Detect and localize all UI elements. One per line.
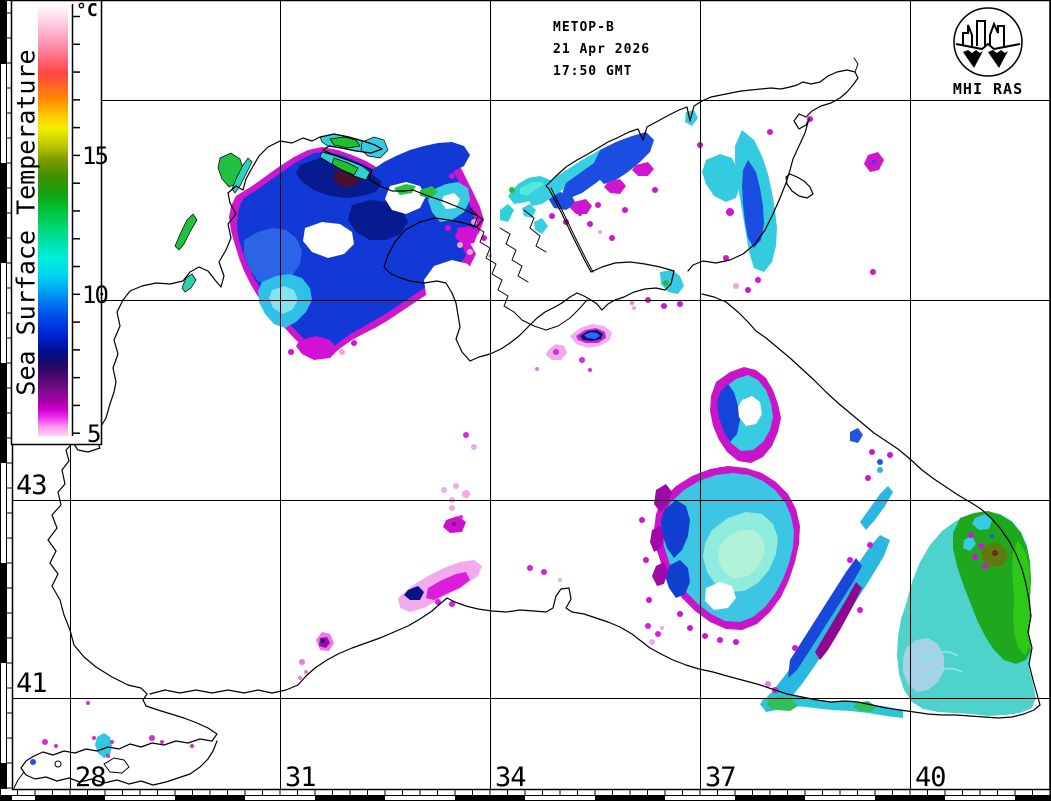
colorbar-tick-15: 15 <box>82 142 109 170</box>
sst-patch-center-main <box>639 466 800 645</box>
coastline-caucasus <box>701 293 1041 706</box>
colorbar-unit: °C <box>76 0 98 21</box>
colorbar-gradient <box>38 4 68 436</box>
coastline-arabat-spit <box>550 187 594 273</box>
colorbar-ticks <box>72 15 80 434</box>
lat-label-43: 43 <box>16 470 48 501</box>
sst-patch-coastal-band <box>762 693 903 718</box>
colorbar-tick-5: 5 <box>87 420 102 448</box>
lon-label-37: 37 <box>705 762 737 793</box>
lon-label-28: 28 <box>75 762 107 793</box>
lat-label-41: 41 <box>16 668 48 699</box>
annotation-date: 21 Apr 2026 <box>553 42 651 57</box>
annotation-satellite: METOP-B <box>553 20 615 35</box>
coastline-black-sea-west <box>47 133 675 707</box>
sst-patch-turkey-coast <box>298 432 771 687</box>
logo-letters <box>962 20 1005 46</box>
coastline-gallipoli <box>13 771 25 789</box>
colorbar-title: Sea Surface Temperature <box>11 49 41 396</box>
sst-patch-south-of-crimea <box>535 301 634 372</box>
sst-data-layer <box>30 110 1036 765</box>
coastline-sivash <box>469 207 588 331</box>
coastline-azov-west <box>545 185 675 273</box>
coastline-marmara <box>20 705 218 786</box>
coastline-azov-north <box>545 69 859 272</box>
sst-patch-diagonal-band <box>760 428 893 712</box>
annotation-time: 17:50 GMT <box>553 64 633 79</box>
mhi-ras-logo <box>953 7 1023 77</box>
coastline-yeysk-spit <box>785 173 814 199</box>
left-ruler <box>0 0 12 789</box>
sst-patch-nw-shelf <box>229 142 492 360</box>
logo-wings <box>955 42 1021 51</box>
sst-patch-center-upper <box>709 367 781 493</box>
sst-patch-se-green <box>897 511 1036 716</box>
logo-caption: MHI RAS <box>952 80 1024 98</box>
graticule <box>12 0 1050 789</box>
logo-wave-left <box>963 50 983 68</box>
logo-wave-right <box>988 50 1008 68</box>
coastline-kapidag <box>103 757 130 774</box>
sst-patch-azov <box>522 110 884 293</box>
lon-label-34: 34 <box>495 762 527 793</box>
coastline-marmara-island <box>54 760 62 768</box>
coastline-sivash-zigzag <box>499 227 529 283</box>
sst-patch-karkinit <box>394 182 477 238</box>
logo-circle <box>953 7 1023 77</box>
colorbar-tick-10: 10 <box>82 281 109 309</box>
coastline-don-mouth <box>853 57 859 73</box>
coastline-layer <box>13 57 1041 789</box>
sst-patch-estuaries <box>174 133 389 293</box>
colorbar-panel <box>10 0 103 446</box>
coastline-sivash-zigzag <box>523 209 547 253</box>
lon-label-40: 40 <box>915 762 947 793</box>
lon-label-31: 31 <box>285 762 317 793</box>
sst-patch-marmara <box>30 701 194 765</box>
coastline-turkey <box>149 587 1041 719</box>
